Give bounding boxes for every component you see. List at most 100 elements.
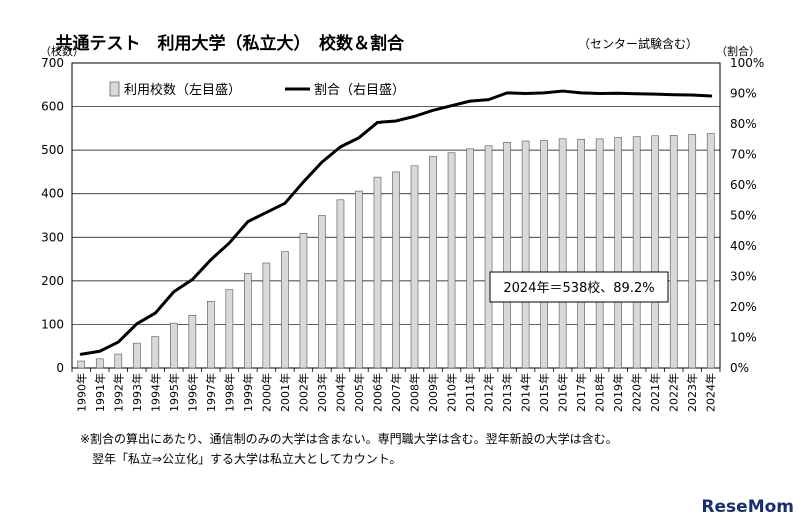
bar-1993年 [132, 342, 141, 369]
ratio-point-2000年 [265, 211, 268, 214]
bar-series [77, 133, 715, 369]
right-tick-label: 60% [730, 178, 757, 192]
right-axis-unit-label: （割合） [716, 44, 760, 58]
ratio-point-2009年 [431, 109, 435, 112]
bar-2023年 [688, 134, 697, 369]
footnote-line-1: ※割合の算出にあたり、通信制のみの大学は含まない。専門職大学は含む。翌年新設の大… [80, 431, 618, 446]
x-tick-label: 2012年 [482, 373, 496, 412]
x-tick-label: 1991年 [93, 373, 107, 412]
x-tick-label: 2020年 [630, 373, 644, 412]
bar-2011年 [466, 148, 474, 369]
ratio-point-2022年 [672, 93, 675, 96]
bar-2016年 [558, 138, 567, 369]
ratio-point-2024年 [709, 94, 712, 98]
bar-2012年 [484, 145, 493, 369]
annotation-box [489, 271, 669, 303]
bar-1992年 [114, 353, 123, 369]
x-tick-label: 1999年 [241, 373, 255, 412]
right-tick-label: 40% [730, 239, 757, 253]
bar-2003年 [318, 215, 326, 369]
x-tick-label: 2019年 [611, 373, 625, 412]
legend: 利用校数（左目盛） 割合（右目盛） [109, 81, 405, 98]
x-tick-label: 1993年 [130, 373, 144, 412]
left-tick-label: 100 [41, 317, 64, 331]
x-tick-label: 2022年 [667, 373, 681, 412]
right-tick-label: 30% [730, 270, 757, 284]
bar-1998年 [225, 289, 234, 369]
x-tick-label: 2010年 [445, 373, 459, 412]
ratio-point-2001年 [283, 202, 287, 205]
ratio-point-2008年 [413, 115, 416, 118]
bar-2009年 [429, 155, 437, 369]
left-tick-label: 200 [41, 274, 64, 288]
ratio-point-1993年 [135, 322, 138, 325]
right-tick-label: 70% [730, 148, 757, 162]
bar-1994年 [151, 336, 160, 369]
chart-title: 共通テスト 利用大学（私立大） 校数＆割合 [56, 33, 405, 54]
x-tick-label: 1994年 [148, 373, 162, 412]
bar-2001年 [281, 251, 289, 369]
x-tick-label: 2001年 [278, 373, 292, 412]
x-tick-label: 1998年 [222, 373, 236, 412]
x-tick-label: 2003年 [315, 373, 329, 412]
ratio-point-2005年 [357, 136, 361, 139]
ratio-point-2007年 [394, 119, 398, 123]
x-tick-label: 2009年 [426, 373, 440, 412]
ratio-point-2013年 [505, 91, 509, 95]
resemom-logo: ReseMom [701, 497, 794, 517]
x-tick-label: 1996年 [185, 373, 199, 412]
ratio-point-2006年 [376, 121, 379, 124]
left-axis-unit-label: （校数） [40, 44, 84, 58]
ratio-point-2014年 [524, 92, 527, 95]
legend-bar-label: 利用校数（左目盛） [124, 82, 241, 98]
right-tick-label: 80% [730, 117, 757, 131]
ratio-point-2023年 [691, 93, 694, 97]
ratio-point-2019年 [616, 91, 620, 95]
x-tick-label: 2002年 [296, 373, 310, 412]
bar-2018年 [595, 138, 604, 369]
bar-2008年 [410, 165, 419, 369]
ratio-point-1991年 [98, 350, 101, 353]
ratio-point-1992年 [117, 340, 120, 344]
ratio-point-2017年 [579, 91, 583, 95]
x-tick-label: 2005年 [352, 373, 366, 412]
ratio-point-2015年 [542, 91, 546, 95]
x-tick-label: 1992年 [111, 373, 125, 412]
ratio-point-2012年 [487, 98, 490, 101]
right-tick-label: 90% [730, 87, 757, 101]
legend-bar-swatch [109, 81, 120, 97]
right-tick-label: 10% [730, 331, 757, 345]
ratio-point-2003年 [320, 160, 324, 164]
right-tick-label: 0% [730, 361, 749, 375]
x-tick-label: 2015年 [537, 373, 551, 412]
ratio-point-2010年 [450, 104, 453, 107]
legend-line-label: 割合（右目盛） [314, 82, 405, 98]
x-tick-label: 2007年 [389, 373, 403, 412]
bar-2019年 [614, 137, 622, 369]
bar-1990年 [77, 360, 86, 369]
x-tick-label: 2017年 [574, 373, 588, 412]
ratio-point-1995年 [172, 290, 176, 293]
x-tick-label: 2024年 [704, 373, 718, 412]
ratio-point-1996年 [191, 278, 194, 281]
bar-2015年 [540, 140, 548, 369]
bar-2007年 [392, 171, 400, 369]
x-tick-label: 1995年 [167, 373, 181, 412]
ratio-point-1999年 [246, 220, 250, 223]
annotation-text: 2024年＝538校、89.2% [503, 280, 654, 296]
x-tick-label: 2014年 [519, 373, 533, 412]
bar-1995年 [170, 322, 178, 369]
ratio-point-1997年 [209, 258, 213, 261]
ratio-line-series [79, 89, 713, 356]
left-tick-label: 0 [56, 361, 64, 375]
ratio-point-2021年 [654, 92, 657, 96]
x-tick-label: 1997年 [204, 373, 218, 412]
ratio-point-2011年 [468, 99, 472, 103]
bar-2017年 [577, 138, 585, 369]
bar-2022年 [669, 135, 678, 369]
bar-2000年 [262, 262, 271, 369]
bar-2014年 [521, 140, 530, 369]
left-tick-label: 500 [41, 143, 64, 157]
ratio-point-1998年 [228, 241, 231, 245]
